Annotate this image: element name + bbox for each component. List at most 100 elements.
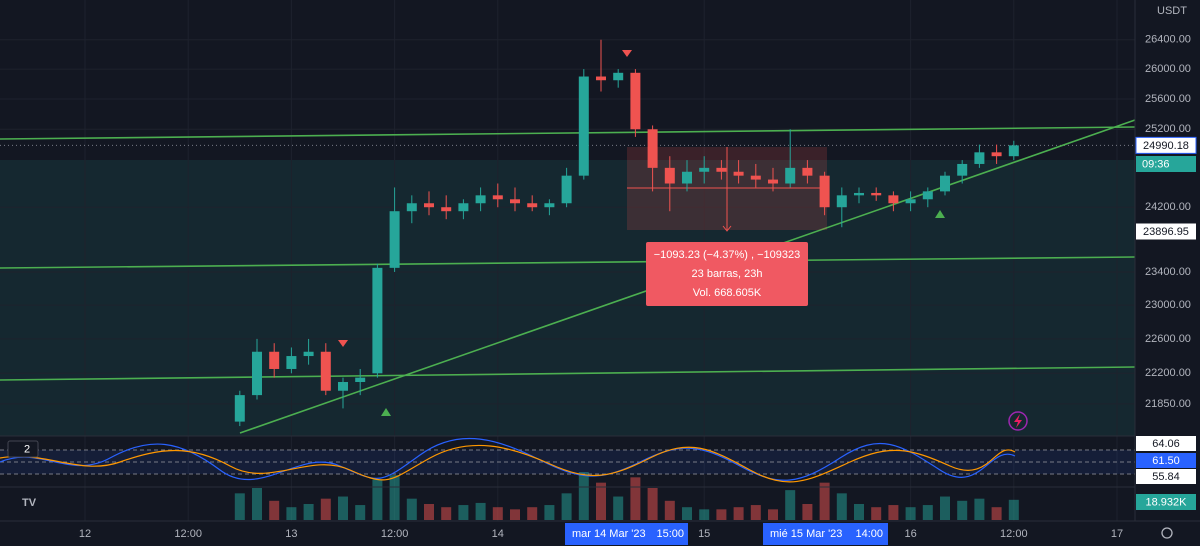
y-tick-label: 22600.00	[1145, 333, 1191, 345]
x-tick-label: 17	[1111, 528, 1123, 540]
candle-body	[647, 129, 658, 168]
candle-body	[802, 167, 813, 176]
volume-bar	[320, 498, 331, 520]
candle-body	[991, 152, 1002, 157]
alert-bolt	[1014, 414, 1022, 428]
volume-bar	[991, 507, 1002, 520]
volume-bar	[957, 500, 968, 520]
volume-bar	[922, 505, 933, 520]
volume-bar	[888, 505, 899, 520]
candle-body	[750, 175, 761, 180]
candle-body	[854, 192, 864, 196]
candle-body	[682, 171, 692, 184]
candle-body	[664, 167, 675, 184]
cursor-date: mié 15 Mar '23	[770, 528, 842, 540]
cursor-date-box	[565, 523, 688, 545]
candle-body	[252, 351, 262, 396]
cursor-date-box	[763, 523, 888, 545]
indicator-toggle[interactable]	[7, 440, 39, 458]
settings-icon[interactable]	[1161, 527, 1173, 539]
buy-marker	[381, 408, 391, 416]
candle-body	[768, 179, 778, 184]
volume-bar	[492, 507, 503, 520]
marked-price-label: 23896.95	[1143, 226, 1189, 238]
volume-bar	[561, 493, 572, 520]
candle-body	[372, 267, 383, 374]
x-tick-label: 14	[492, 528, 504, 540]
y-tick-label: 25600.00	[1145, 93, 1191, 105]
volume-bar	[596, 482, 606, 520]
marked-price-box	[1136, 223, 1196, 240]
x-tick-label: 12:00	[1000, 528, 1028, 540]
volume-bar	[303, 504, 314, 520]
volume-bar	[905, 507, 916, 520]
volume-bar	[940, 496, 950, 520]
candle-body	[527, 203, 538, 208]
volume-bar	[836, 493, 847, 520]
volume-bar	[802, 504, 813, 520]
volume-bar	[269, 500, 280, 520]
y-tick-label: 23000.00	[1145, 299, 1191, 311]
volume-bar	[458, 505, 469, 520]
volume-bar	[389, 475, 400, 520]
y-tick-label: 26000.00	[1145, 63, 1191, 75]
logo: TV	[22, 497, 37, 509]
volume-bar	[355, 505, 366, 520]
candle-body	[819, 175, 830, 208]
y-tick-label: 21850.00	[1145, 398, 1191, 410]
y-tick-label: 23400.00	[1145, 266, 1191, 278]
measure-tooltip	[646, 242, 808, 306]
x-tick-label: 12:00	[174, 528, 202, 540]
candle-body	[338, 382, 348, 391]
countdown-box	[1136, 156, 1196, 172]
volume-bar	[785, 490, 796, 520]
candle-body	[630, 72, 641, 130]
volume-bar	[544, 505, 555, 520]
volume-bar	[372, 479, 383, 520]
volume-bar	[527, 507, 538, 520]
candle-body	[303, 351, 314, 357]
y-tick-label: 22200.00	[1145, 367, 1191, 379]
volume-bar	[338, 496, 348, 520]
volume-value-box	[1136, 494, 1196, 510]
volume-bar	[664, 500, 675, 520]
volume-bar	[475, 502, 486, 520]
candle-body	[871, 192, 882, 196]
measure-change: −1093.23 (−4.37%) , −109323	[654, 249, 800, 261]
volume-pane	[234, 472, 1019, 520]
candle-body	[355, 377, 366, 383]
resistance-line	[0, 126, 1136, 140]
x-tick-label: 12	[79, 528, 91, 540]
candle-body	[424, 203, 434, 208]
candle-body	[957, 163, 968, 176]
indicator-count: 2	[24, 443, 30, 455]
cursor-time: 14:00	[855, 528, 883, 540]
alert-icon[interactable]	[1008, 411, 1028, 431]
indicator-value-box	[1136, 469, 1196, 484]
candle-body	[613, 72, 624, 81]
indicator-value: 61.50	[1152, 455, 1180, 467]
volume-bar	[699, 509, 710, 520]
measure-volume: Vol. 668.605K	[693, 287, 762, 299]
candle-body	[716, 167, 727, 172]
volume-bar	[424, 504, 434, 520]
buy-marker	[935, 210, 945, 218]
candle-body	[1008, 145, 1019, 157]
volume-bar	[613, 496, 624, 520]
volume-bar	[252, 488, 262, 520]
candle-body	[974, 152, 985, 164]
candle-body	[578, 76, 589, 176]
candle-body	[475, 195, 486, 204]
volume-bar	[630, 477, 641, 520]
volume-bar	[871, 507, 882, 520]
sell-marker	[622, 50, 632, 57]
candle-body	[888, 195, 899, 204]
currency[interactable]: USDT	[1157, 5, 1187, 17]
volume-bar	[510, 509, 520, 520]
candle-body	[286, 356, 297, 369]
measure-arrow	[722, 225, 732, 232]
support-line	[0, 366, 1136, 381]
candle-body	[458, 203, 469, 212]
volume-value: 18.932K	[1146, 496, 1188, 508]
